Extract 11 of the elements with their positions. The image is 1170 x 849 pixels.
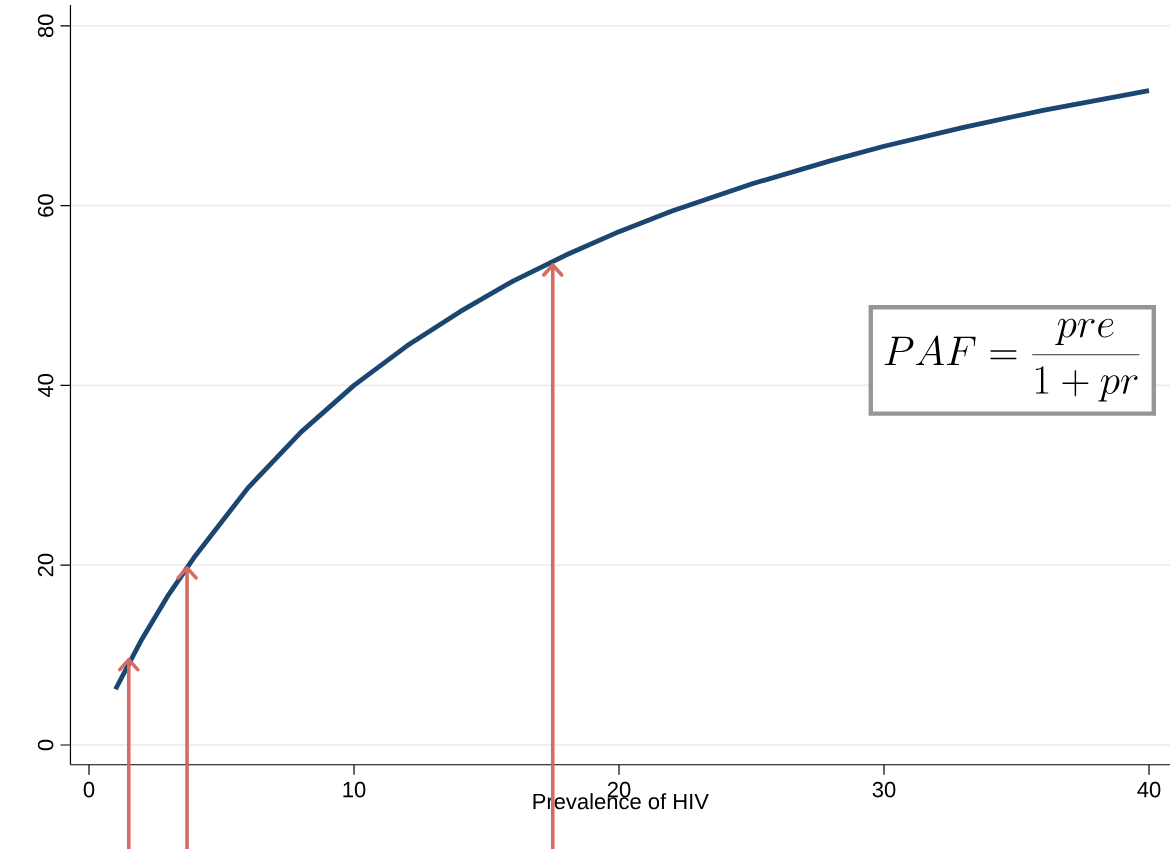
y-tick-label: 60 [37,194,54,217]
annotation: $PAF = \frac{pre}{1+pr}$ [884,318,1140,402]
y-tick-label: 20 [37,553,54,577]
x-tick-label: 30 [872,781,896,798]
x-tick-label: 0 [83,781,95,798]
line-series [113,88,1152,692]
y-tick-label: 80 [37,14,54,38]
x-tick-label: 40 [1137,781,1161,798]
y-tick-label: 40 [37,374,54,398]
y-tick-label: 0 [37,739,54,751]
x-tick-label: 10 [343,781,366,798]
